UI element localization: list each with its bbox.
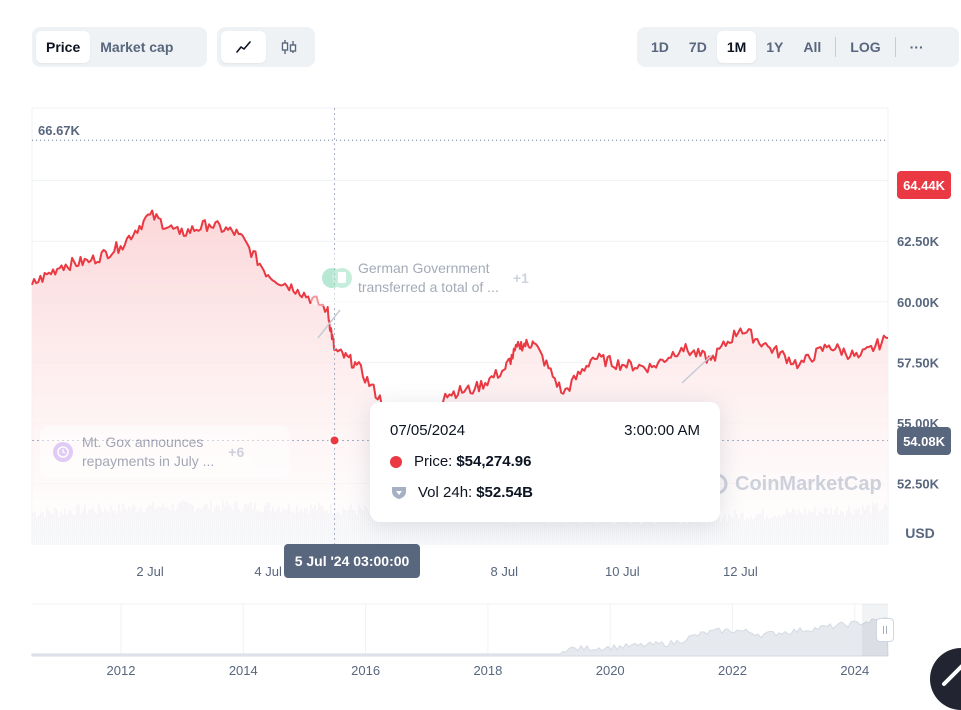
- tooltip-time: 3:00:00 AM: [624, 422, 700, 439]
- price-tooltip: 07/05/2024 3:00:00 AM Price: $54,274.96 …: [370, 402, 720, 522]
- navigator-year-label: 2020: [596, 663, 625, 678]
- navigator-year-label: 2024: [840, 663, 869, 678]
- log-scale-button[interactable]: LOG: [850, 39, 881, 55]
- event-count: +6: [228, 444, 245, 460]
- navigator-year-label: 2016: [351, 663, 380, 678]
- tab-market-cap[interactable]: Market cap: [100, 39, 174, 55]
- tooltip-price-value: $54,274.96: [456, 453, 532, 470]
- y-tick-label: 60.00K: [897, 295, 940, 310]
- range-1d[interactable]: 1D: [651, 39, 669, 55]
- price-chart[interactable]: 62.50K60.00K57.50K55.00K52.50K65.00K66.6…: [0, 0, 961, 692]
- event-text-line2: transferred a total of ...: [358, 279, 499, 295]
- x-tick-label: 4 Jul: [254, 564, 282, 579]
- event-count: +1: [512, 270, 529, 286]
- line-chart-icon: [235, 41, 251, 53]
- y-tick-label: 57.50K: [897, 355, 940, 370]
- event-text-line1: Mt. Gox announces: [82, 434, 204, 450]
- watermark-text: CoinMarketCap: [735, 472, 882, 495]
- navigator-year-label: 2014: [229, 663, 258, 678]
- max-price-label: 66.67K: [38, 123, 81, 138]
- x-tick-label: 2 Jul: [136, 564, 164, 579]
- x-tick-label: 8 Jul: [491, 564, 519, 579]
- tooltip-date: 07/05/2024: [390, 422, 466, 439]
- chart-style-toggle: [217, 27, 315, 67]
- drag-grip-icon: [883, 626, 887, 634]
- current-price-badge: 64.44K: [897, 171, 951, 199]
- range-7d[interactable]: 7D: [688, 39, 707, 55]
- navigator-handle[interactable]: [876, 618, 894, 642]
- x-tick-label: 10 Jul: [605, 564, 640, 579]
- tooltip-price-label: Price:: [414, 453, 453, 470]
- cursor-date-label: 5 Jul '24 03:00:00: [284, 544, 420, 578]
- toolbar-divider: [835, 37, 837, 57]
- range-1y[interactable]: 1Y: [766, 39, 784, 55]
- document-icon: [322, 268, 352, 288]
- navigator-history: [31, 617, 889, 657]
- tooltip-volume-label: Vol 24h:: [418, 484, 473, 501]
- y-tick-label: 52.50K: [897, 476, 940, 491]
- cursor-price-badge: 54.08K: [897, 427, 951, 455]
- event-text-line2: repayments in July ...: [82, 453, 215, 469]
- event-mt-gox[interactable]: Mt. Gox announces repayments in July ...…: [40, 426, 290, 478]
- watermark: CoinMarketCap: [705, 472, 882, 496]
- line-chart-button[interactable]: [221, 31, 266, 63]
- price-line: [31, 209, 889, 446]
- event-german-government[interactable]: German Government transferred a total of…: [310, 250, 560, 306]
- candlestick-chart-button[interactable]: [266, 31, 311, 63]
- candlestick-icon: [281, 40, 296, 54]
- range-toggle: 1D 7D 1M 1Y All LOG ···: [637, 27, 959, 67]
- event-connector: [681, 354, 713, 384]
- metric-toggle: Price Market cap: [32, 27, 207, 67]
- tooltip-volume-value: $52.54B: [476, 484, 533, 501]
- history-icon: [53, 442, 73, 462]
- event-text-line1: German Government: [358, 260, 490, 276]
- tab-price[interactable]: Price: [36, 31, 91, 63]
- y-tick-label: 62.50K: [897, 234, 940, 249]
- toolbar-divider: [894, 37, 896, 57]
- more-options-button[interactable]: ···: [909, 39, 924, 55]
- event-connector: [317, 309, 341, 339]
- arrow-up-right-icon: [942, 664, 961, 686]
- currency-label: USD: [905, 525, 935, 541]
- price-dot-icon: [390, 455, 402, 468]
- volume-shield-icon: [392, 486, 406, 499]
- x-tick-label: 12 Jul: [723, 564, 758, 579]
- navigator-year-label: 2012: [107, 663, 136, 678]
- range-1m[interactable]: 1M: [716, 31, 757, 63]
- navigator-year-label: 2022: [718, 663, 747, 678]
- range-all[interactable]: All: [803, 39, 822, 55]
- navigator-year-label: 2018: [473, 663, 502, 678]
- cursor-point: [328, 434, 341, 447]
